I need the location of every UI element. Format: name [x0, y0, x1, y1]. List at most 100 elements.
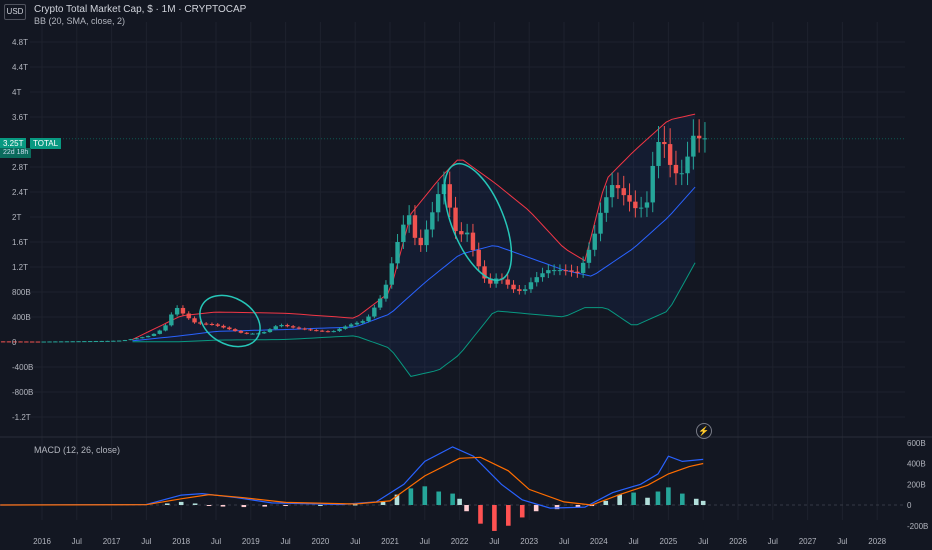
price-tick-label: -400B	[12, 363, 33, 372]
candle	[691, 136, 695, 157]
candle	[378, 299, 382, 308]
price-tick-label: 1.6T	[12, 238, 28, 247]
time-tick-label: Jul	[768, 537, 778, 546]
candle	[88, 341, 92, 342]
candle	[703, 138, 707, 139]
candle	[390, 263, 394, 284]
time-tick-label: Jul	[628, 537, 638, 546]
time-tick-label: 2027	[799, 537, 817, 546]
candle	[18, 341, 22, 342]
macd-histogram-bar	[603, 501, 608, 505]
price-tick-label: 0	[12, 338, 17, 347]
candle	[535, 277, 539, 282]
candle	[337, 329, 341, 331]
candle	[117, 341, 121, 342]
time-tick-label: Jul	[72, 537, 82, 546]
time-tick-label: Jul	[837, 537, 847, 546]
candle	[152, 334, 156, 336]
macd-histogram-bar	[478, 505, 483, 524]
candle	[59, 341, 63, 342]
candle	[100, 341, 104, 342]
time-tick-label: Jul	[559, 537, 569, 546]
macd-line	[0, 447, 703, 508]
time-tick-label: 2024	[590, 537, 608, 546]
candle	[662, 142, 666, 144]
candle	[569, 270, 573, 271]
macd-histogram-bar	[221, 505, 226, 507]
signal-line	[0, 457, 703, 505]
currency-badge[interactable]: USD	[4, 4, 26, 20]
candle	[598, 213, 602, 234]
time-axis[interactable]: 2016 Jul 2017 Jul 2018 Jul 2019 Jul 2020 Jul 2021 J…	[33, 537, 887, 546]
candle	[477, 250, 481, 266]
candle	[94, 341, 98, 342]
macd-tick-label: 200B	[907, 480, 926, 489]
bb-fill	[133, 114, 696, 376]
macd-histogram-bar	[520, 505, 525, 517]
macd-histogram-bar	[464, 505, 469, 511]
candle	[419, 238, 423, 245]
candle	[297, 328, 301, 329]
candle	[233, 329, 237, 331]
lightning-icon[interactable]: ⚡	[696, 423, 712, 439]
time-tick-label: 2016	[33, 537, 51, 546]
candle	[401, 225, 405, 242]
time-tick-label: 2026	[729, 537, 747, 546]
price-tick-label: 4.4T	[12, 63, 28, 72]
candle	[65, 341, 69, 342]
macd-histogram-bar	[617, 495, 622, 505]
candle	[158, 331, 162, 334]
bollinger-band-fill	[133, 114, 696, 376]
time-tick-label: Jul	[211, 537, 221, 546]
macd-histogram-bar	[409, 488, 414, 505]
candle	[407, 215, 411, 224]
macd-histogram-bar	[179, 502, 184, 505]
price-tick-label: -1.2T	[12, 413, 31, 422]
candle	[575, 272, 579, 273]
candle	[291, 326, 295, 327]
candle	[581, 263, 585, 273]
candle	[674, 165, 678, 173]
candle	[210, 324, 214, 325]
price-tick-label: 4.8T	[12, 38, 28, 47]
candle	[355, 323, 359, 325]
candle	[366, 317, 370, 322]
bb-indicator-label[interactable]: BB (20, SMA, close, 2)	[34, 16, 125, 26]
candle	[146, 336, 150, 337]
candle	[413, 215, 417, 238]
candle	[111, 341, 115, 342]
candle	[680, 173, 684, 174]
candle	[250, 334, 254, 335]
macd-histogram-bar	[436, 492, 441, 505]
candle	[610, 185, 614, 197]
price-tick-label: 400B	[12, 313, 31, 322]
macd-histogram-bar	[645, 498, 650, 505]
candle	[540, 273, 544, 277]
time-tick-label: 2022	[451, 537, 469, 546]
macd-histogram-bar	[450, 494, 455, 505]
candle	[30, 342, 34, 343]
time-tick-label: Jul	[698, 537, 708, 546]
macd-histogram-bar	[262, 505, 267, 507]
candle	[564, 270, 568, 271]
candle	[604, 197, 608, 213]
macd-histogram-bar	[457, 499, 462, 505]
time-tick-label: 2028	[868, 537, 886, 546]
candle	[593, 234, 597, 250]
candle	[82, 341, 86, 342]
candle	[465, 233, 469, 235]
candle	[587, 250, 591, 263]
price-tick-label: 3.6T	[12, 113, 28, 122]
macd-histogram-bar	[242, 505, 247, 507]
candle	[529, 282, 533, 289]
time-tick-label: Jul	[420, 537, 430, 546]
macd-indicator-label[interactable]: MACD (12, 26, close)	[34, 445, 120, 455]
candle	[616, 185, 620, 188]
price-tick-label: 2.4T	[12, 188, 28, 197]
candle	[181, 308, 185, 314]
candle	[221, 326, 225, 328]
macd-histogram-bar	[165, 503, 170, 505]
candle	[361, 321, 365, 323]
macd-histogram-bar	[423, 486, 428, 505]
